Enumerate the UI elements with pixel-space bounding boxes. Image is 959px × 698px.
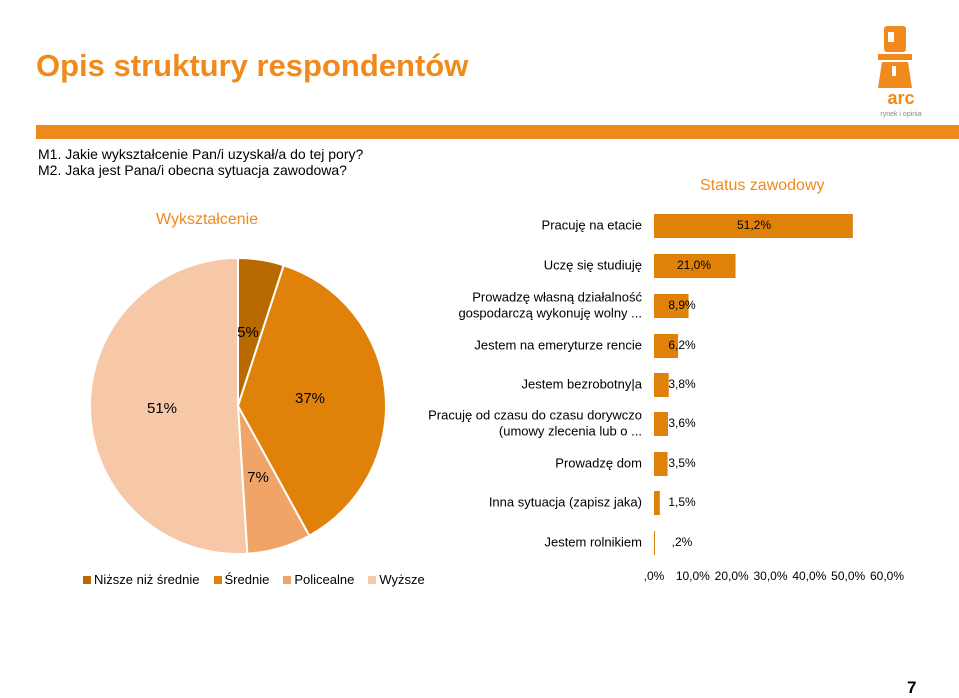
pie-slice <box>89 256 249 555</box>
legend-label: Średnie <box>224 572 270 587</box>
bar <box>654 334 679 358</box>
question-m1: M1. Jakie wykształcenie Pan/i uzyskał/a … <box>38 146 364 162</box>
bar-category-label: Prowadzę dom <box>555 455 642 470</box>
pie-chart-title: Wykształcenie <box>156 211 259 228</box>
legend-item: Policealne <box>283 572 354 587</box>
x-tick-label: 30,0% <box>753 569 787 583</box>
bar <box>654 254 736 278</box>
question-m2: M2. Jaka jest Pana/i obecna sytuacja zaw… <box>38 162 347 178</box>
bar-value-label: 3,8% <box>668 377 696 391</box>
x-tick-label: 40,0% <box>792 569 826 583</box>
bar-value-label: 1,5% <box>668 495 696 509</box>
bar-value-label: 6,2% <box>668 338 696 352</box>
x-tick-label: 50,0% <box>831 569 865 583</box>
bar <box>654 452 668 476</box>
bar-value-label: 8,9% <box>668 298 696 312</box>
bar-category-label: Pracuję od czasu do czasu dorywczo <box>428 407 642 422</box>
bar-category-label: Jestem na emeryturze rencie <box>474 337 642 352</box>
arc-logo: arc rynek i opinia <box>878 26 922 118</box>
legend-swatch <box>83 575 91 584</box>
bar-value-label: 51,2% <box>737 218 771 232</box>
bar-value-label: 21,0% <box>677 258 711 272</box>
pie-slice-label: 51% <box>147 400 177 417</box>
legend-label: Niższe niż średnie <box>94 572 200 587</box>
bar-value-label: 3,5% <box>668 456 696 470</box>
bar <box>654 531 655 555</box>
bar-category-label: gospodarczą wykonuję wolny ... <box>458 305 642 320</box>
logo-tagline: rynek i opinia <box>880 111 921 118</box>
legend-item: Niższe niż średnie <box>83 572 200 587</box>
bar <box>654 214 853 238</box>
bar-value-label: ,2% <box>672 535 693 549</box>
lighthouse-icon <box>878 26 912 88</box>
bar-chart-title: Status zawodowy <box>700 177 825 194</box>
legend-label: Wyższe <box>379 572 425 587</box>
bar-category-label: Inna sytuacja (zapisz jaka) <box>489 494 642 509</box>
bar-category-label: Pracuję na etacie <box>542 217 642 232</box>
pie-slice <box>236 263 387 538</box>
header-divider <box>36 125 959 139</box>
bar-category-label: Jestem bezrobotny|a <box>522 376 643 391</box>
bar-category-label: Jestem rolnikiem <box>544 534 642 549</box>
bar <box>654 491 660 515</box>
bar-category-label: Uczę się studiuję <box>544 257 642 272</box>
bar-category-label: (umowy zlecenia lub o ... <box>499 423 642 438</box>
pie-slice-label: 7% <box>247 469 269 486</box>
legend-swatch <box>213 575 222 584</box>
pie-slice-label: 5% <box>237 324 259 341</box>
x-tick-label: ,0% <box>644 569 665 583</box>
x-tick-label: 20,0% <box>715 569 749 583</box>
bar <box>654 294 689 318</box>
legend-swatch <box>368 575 377 584</box>
bar <box>654 412 668 436</box>
bar <box>654 373 669 397</box>
logo-wordmark: arc <box>887 88 914 108</box>
page-title: Opis struktury respondentów <box>36 48 469 83</box>
bar-category-label: Prowadzę własną działalność <box>472 289 642 304</box>
legend-swatch <box>283 575 292 584</box>
page-number: 7 <box>907 678 917 697</box>
bar-value-label: 3,6% <box>668 416 696 430</box>
legend-label: Policealne <box>294 572 355 587</box>
x-tick-label: 10,0% <box>676 569 710 583</box>
pie-legend: Niższe niż średnie Średnie Policealne Wyższ… <box>83 572 425 587</box>
legend-item: Wyższe <box>368 572 425 587</box>
pie-slice-label: 37% <box>295 390 325 407</box>
x-tick-label: 60,0% <box>870 569 904 583</box>
legend-item: Średnie <box>213 572 270 587</box>
